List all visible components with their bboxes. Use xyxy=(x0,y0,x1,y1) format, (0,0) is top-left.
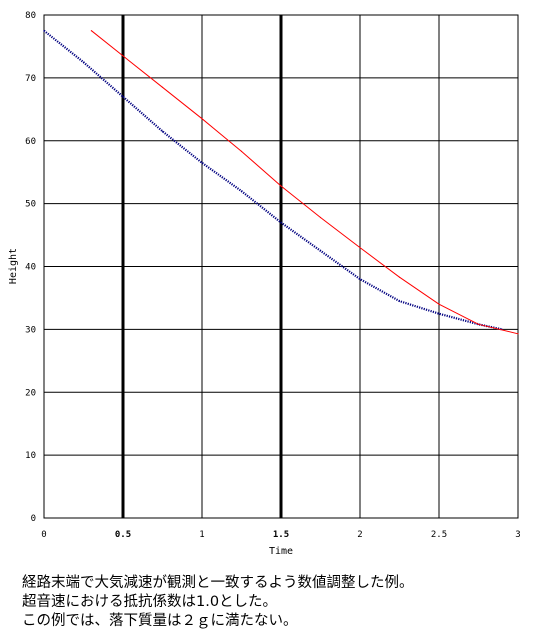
caption-line-3: この例では、落下質量は２ｇに満たない。 xyxy=(22,613,298,629)
data-point xyxy=(82,61,85,63)
y-tick-label: 20 xyxy=(25,388,36,398)
y-axis-label: Height xyxy=(8,248,19,284)
data-point xyxy=(240,190,243,192)
y-tick-label: 70 xyxy=(25,74,36,84)
data-point xyxy=(280,221,282,224)
x-tick-label: 2.5 xyxy=(431,530,447,540)
data-point xyxy=(43,30,45,32)
y-tick-label: 30 xyxy=(25,325,36,335)
tick-labels: 0 10 20 30 40 50 60 70 80 0 0.5 1 1.5 2 2.5 3 xyxy=(25,11,521,540)
data-point xyxy=(438,303,440,305)
data-point xyxy=(398,276,401,278)
data-point xyxy=(161,86,164,88)
y-tick-label: 60 xyxy=(25,137,36,147)
x-tick-label: 0 xyxy=(41,530,46,540)
y-tick-label: 0 xyxy=(31,514,36,524)
gridlines xyxy=(43,14,519,519)
x-tick-label: 2 xyxy=(357,530,362,540)
data-point xyxy=(280,185,282,187)
x-tick-label: 0.5 xyxy=(115,530,131,540)
data-point xyxy=(517,333,519,335)
data-point xyxy=(90,30,92,32)
y-tick-label: 40 xyxy=(25,263,36,273)
data-point xyxy=(438,313,440,315)
data-point xyxy=(319,216,322,219)
caption-line-1: 経路末端で大気減速が観測と一致するよう数値調整した例。 xyxy=(22,575,414,591)
data-point xyxy=(161,130,164,132)
caption: 経路末端で大気減速が観測と一致するよう数値調整した例。 超音速における抵抗係数は… xyxy=(22,574,532,631)
data-point xyxy=(240,150,243,152)
data-point xyxy=(359,278,361,280)
y-tick-label: 50 xyxy=(25,200,36,210)
series-line-2 xyxy=(91,30,519,335)
data-point xyxy=(122,55,124,57)
x-tick-label: 3 xyxy=(515,530,520,540)
data-point xyxy=(319,250,322,252)
data-point xyxy=(201,162,203,164)
data-point xyxy=(201,118,203,120)
caption-line-2: 超音速における抵抗係数は1.0とした。 xyxy=(22,594,278,610)
data-series xyxy=(43,29,519,335)
x-tick-label: 1.5 xyxy=(273,530,289,540)
data-point xyxy=(359,247,361,249)
data-point xyxy=(122,96,124,98)
x-tick-label: 1 xyxy=(199,530,204,540)
x-axis-label: Time xyxy=(269,546,293,557)
y-tick-label: 80 xyxy=(25,11,36,21)
data-point xyxy=(477,323,480,325)
data-point xyxy=(398,300,401,302)
y-tick-label: 10 xyxy=(25,451,36,461)
